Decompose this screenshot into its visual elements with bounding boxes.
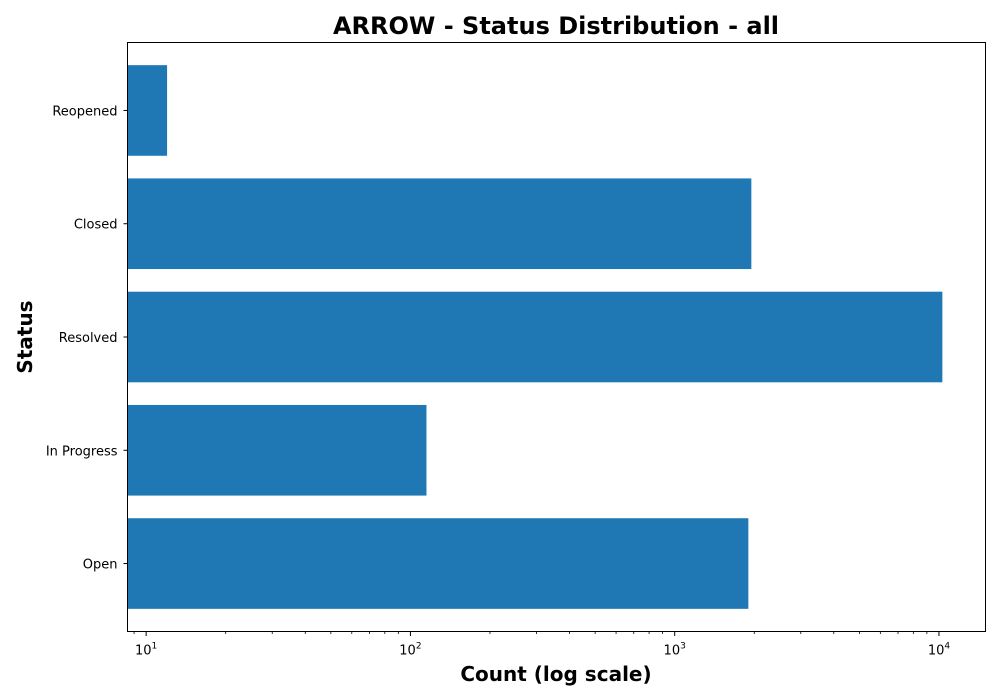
- y-tick-label: Resolved: [59, 331, 118, 346]
- bar-reopened: [127, 65, 168, 156]
- x-axis-label: Count (log scale): [460, 662, 651, 686]
- y-tick-label: In Progress: [46, 444, 118, 459]
- x-tick-label: 104: [928, 642, 951, 659]
- x-tick-label: 103: [664, 642, 686, 659]
- y-axis-label: Status: [13, 300, 37, 373]
- y-axis-ticks: Open In Progress Resolved Closed Reopened: [46, 104, 128, 573]
- x-axis-ticks: 101 102 103 104: [133, 631, 951, 659]
- y-tick-label: Open: [83, 558, 118, 573]
- bar-in-progress: [127, 404, 427, 496]
- x-tick-label: 102: [399, 642, 421, 659]
- y-tick-label: Reopened: [52, 104, 117, 119]
- bars-group: [127, 65, 943, 609]
- bar-closed: [127, 178, 752, 270]
- bar-resolved: [127, 291, 943, 383]
- x-tick-label: 101: [135, 642, 157, 659]
- y-tick-label: Closed: [74, 218, 118, 233]
- chart-title: ARROW - Status Distribution - all: [333, 12, 779, 40]
- bar-open: [127, 518, 749, 609]
- plot-area-frame: [127, 42, 986, 632]
